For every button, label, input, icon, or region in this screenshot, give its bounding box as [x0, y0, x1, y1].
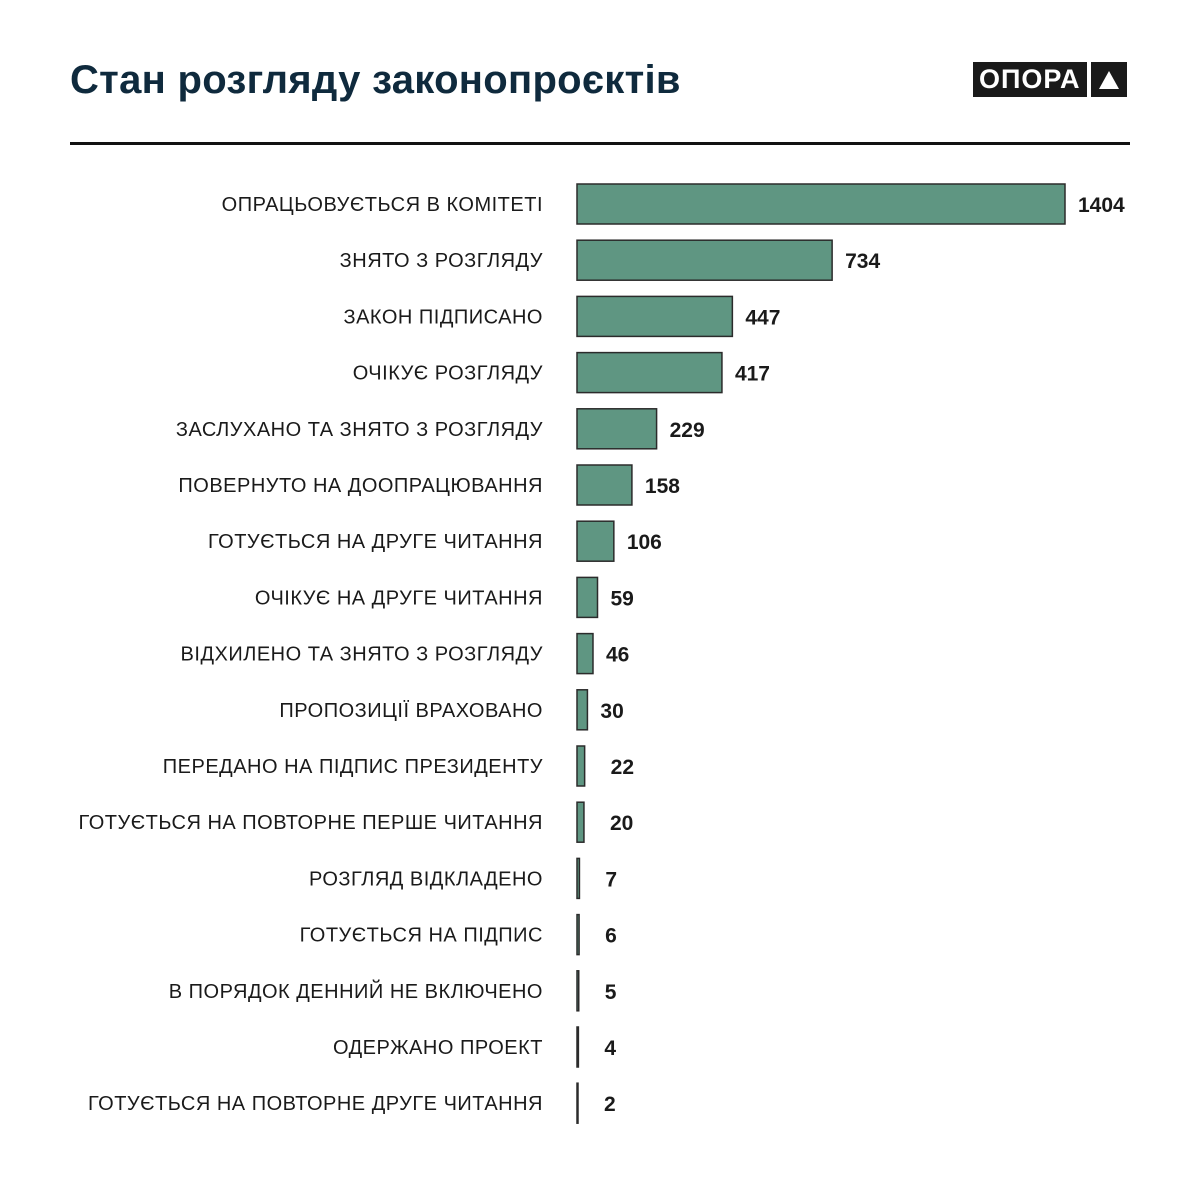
category-label: ОПРАЦЬОВУЄТЬСЯ В КОМІТЕТІ: [222, 194, 543, 216]
chart-title: Стан розгляду законопроєктів: [70, 58, 681, 102]
category-label: ОДЕРЖАНО ПРОЕКТ: [333, 1037, 543, 1059]
value-label: 2: [604, 1093, 616, 1116]
bar: [576, 801, 585, 843]
category-label: ГОТУЄТЬСЯ НА ПІДПИС: [300, 925, 543, 947]
value-label: 447: [745, 306, 780, 329]
category-label: ПОВЕРНУТО НА ДООПРАЦЮВАННЯ: [178, 475, 543, 497]
value-label: 22: [611, 756, 634, 779]
category-label: РОЗГЛЯД ВІДКЛАДЕНО: [309, 868, 543, 890]
value-label: 6: [605, 925, 617, 948]
value-label: 7: [605, 868, 617, 891]
value-label: 46: [606, 644, 629, 667]
bar: [576, 520, 615, 562]
category-label: ПРОПОЗИЦІЇ ВРАХОВАНО: [279, 700, 543, 722]
bar: [576, 689, 589, 731]
category-label: ВІДХИЛЕНО ТА ЗНЯТО З РОЗГЛЯДУ: [181, 644, 543, 666]
bar: [576, 408, 658, 450]
value-label: 106: [627, 531, 662, 554]
category-label: В ПОРЯДОК ДЕННИЙ НЕ ВКЛЮЧЕНО: [169, 979, 543, 1003]
bar: [576, 183, 1066, 225]
bar: [576, 1082, 579, 1124]
header-divider: [70, 142, 1130, 145]
opora-logo: ОПОРА: [973, 62, 1127, 97]
value-label: 229: [670, 419, 705, 442]
bar: [576, 295, 734, 338]
logo-text: ОПОРА: [973, 62, 1087, 97]
value-label: 30: [600, 700, 623, 723]
bar: [576, 857, 581, 900]
bar: [576, 464, 633, 506]
value-label: 4: [604, 1037, 616, 1060]
bar: [576, 351, 723, 394]
category-label: ОЧІКУЄ НА ДРУГЕ ЧИТАННЯ: [255, 587, 543, 609]
category-label: ГОТУЄТЬСЯ НА ДРУГЕ ЧИТАННЯ: [208, 531, 543, 553]
value-label: 158: [645, 475, 680, 498]
value-label: 1404: [1078, 194, 1125, 217]
category-label: ГОТУЄТЬСЯ НА ПОВТОРНЕ ДРУГЕ ЧИТАННЯ: [88, 1093, 543, 1115]
category-label: ЗАСЛУХАНО ТА ЗНЯТО З РОЗГЛЯДУ: [176, 419, 543, 441]
category-label: ОЧІКУЄ РОЗГЛЯДУ: [353, 363, 543, 385]
triangle-icon: [1090, 62, 1127, 97]
bar: [576, 239, 833, 281]
category-label: ЗАКОН ПІДПИСАНО: [344, 306, 543, 328]
bar: [576, 745, 586, 787]
value-label: 734: [845, 250, 880, 273]
bar: [576, 1026, 580, 1068]
value-label: 20: [610, 812, 633, 835]
value-label: 5: [605, 981, 617, 1004]
category-label: ПЕРЕДАНО НА ПІДПИС ПРЕЗИДЕНТУ: [163, 756, 543, 778]
bar: [576, 576, 599, 619]
value-label: 59: [611, 587, 634, 610]
category-label: ЗНЯТО З РОЗГЛЯДУ: [340, 250, 543, 272]
value-label: 417: [735, 363, 770, 386]
category-label: ГОТУЄТЬСЯ НА ПОВТОРНЕ ПЕРШЕ ЧИТАННЯ: [79, 812, 543, 834]
bar: [576, 632, 594, 675]
bar: [576, 970, 580, 1012]
bar: [576, 913, 580, 956]
